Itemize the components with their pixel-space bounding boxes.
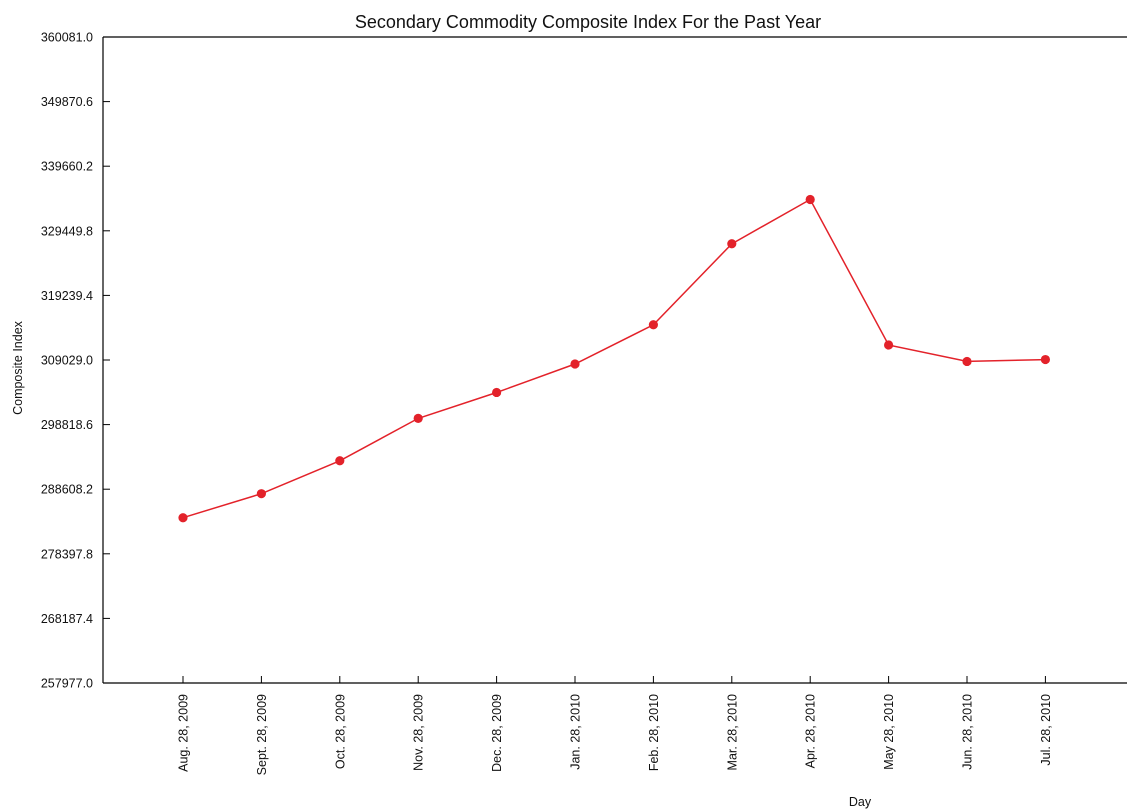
data-point [570,359,580,369]
data-point [413,413,423,423]
axes [102,36,1127,684]
y-tick-label: 349870.6 [41,95,93,109]
data-point [727,239,737,249]
y-tick-label: 257977.0 [41,677,93,691]
series-line [182,198,1046,519]
data-point [492,387,502,398]
y-tick-label: 278397.8 [41,547,93,561]
data-point [805,194,815,205]
x-tick-label: Oct. 28, 2009 [333,694,347,769]
x-ticks: Aug. 28, 2009 Sept. 28, 2009 Oct. 28, 2009… [177,676,1053,775]
data-point [962,356,972,367]
x-tick-label: Jun. 28, 2010 [961,694,975,770]
y-tick-label: 268187.4 [41,612,93,626]
data-point [178,513,188,523]
y-tick-label: 360081.0 [41,31,93,45]
data-point [335,456,345,466]
data-point [884,340,894,350]
x-tick-label: Jan. 28, 2010 [569,694,583,770]
series [178,194,1050,523]
x-tick-label: Nov. 28, 2009 [412,694,426,771]
x-tick-label: Aug. 28, 2009 [177,694,191,772]
y-ticks: 257977.0 268187.4 278397.8 288608.2 298818.6… [41,31,110,691]
y-tick-label: 329449.8 [41,224,93,238]
x-tick-label: Mar. 28, 2010 [725,694,739,770]
data-point [1040,354,1050,365]
y-tick-label: 298818.6 [41,418,93,432]
data-point [256,489,266,499]
chart-title: Secondary Commodity Composite Index For … [355,12,821,32]
y-tick-label: 309029.0 [41,354,93,368]
y-tick-label: 319239.4 [41,289,93,303]
x-tick-label: Feb. 28, 2010 [647,694,661,771]
x-tick-label: Dec. 28, 2009 [490,694,504,772]
x-axis-label: Day [849,795,872,809]
data-point [648,320,659,330]
y-tick-label: 339660.2 [41,160,93,174]
x-tick-label: Apr. 28, 2010 [804,694,818,768]
x-tick-label: Sept. 28, 2009 [255,694,269,775]
y-tick-label: 288608.2 [41,483,93,497]
x-tick-label: May 28, 2010 [882,694,896,770]
x-tick-label: Jul. 28, 2010 [1039,694,1053,766]
y-axis-label: Composite Index [11,320,25,415]
